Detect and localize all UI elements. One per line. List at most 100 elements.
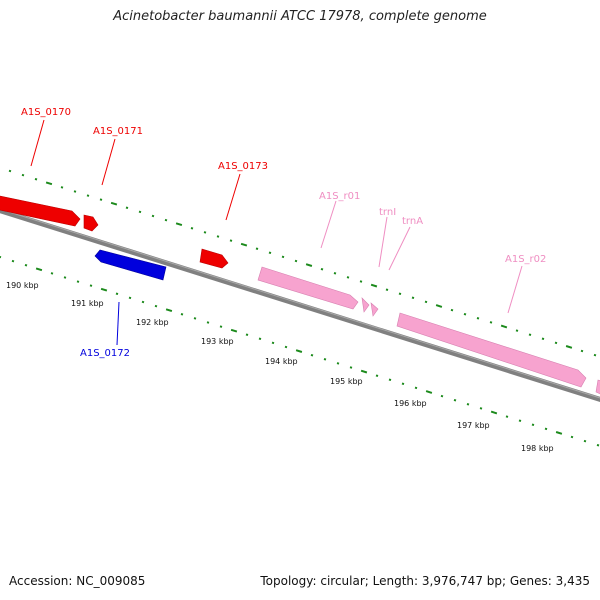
outer-tick-28 bbox=[370, 283, 378, 288]
scale-label-198: 198 kbp bbox=[521, 444, 554, 453]
feature-trnA[interactable] bbox=[370, 302, 379, 317]
outer-tick-41 bbox=[541, 337, 545, 341]
inner-tick-39 bbox=[505, 415, 509, 418]
outer-tick-0 bbox=[8, 169, 12, 173]
inner-tick-42 bbox=[544, 427, 548, 431]
inner-tick-16 bbox=[206, 321, 210, 324]
inner-tick-35 bbox=[453, 398, 457, 402]
outer-tick-5 bbox=[73, 190, 77, 193]
label-trnI: trnI bbox=[379, 207, 396, 218]
feature-A1S_r02[interactable] bbox=[396, 312, 587, 388]
outer-tick-18 bbox=[240, 242, 248, 247]
topology-info: Topology: circular; Length: 3,976,747 bp… bbox=[260, 574, 590, 588]
outer-tick-9 bbox=[125, 206, 129, 210]
inner-tick-11 bbox=[141, 300, 145, 304]
outer-tick-19 bbox=[255, 247, 259, 250]
label-A1S_r01: A1S_r01 bbox=[319, 191, 360, 202]
inner-tick-26 bbox=[336, 362, 340, 365]
outer-tick-20 bbox=[268, 251, 272, 255]
inner-tick-3 bbox=[35, 267, 43, 272]
inner-tick-track bbox=[0, 255, 600, 447]
outer-tick-34 bbox=[450, 308, 454, 312]
inner-tick-44 bbox=[570, 435, 574, 439]
scale-label-190: 190 kbp bbox=[6, 281, 39, 290]
inner-tick-6 bbox=[76, 280, 80, 283]
outer-tick-14 bbox=[190, 227, 194, 230]
inner-tick-21 bbox=[271, 341, 275, 345]
outer-tick-36 bbox=[476, 317, 480, 320]
inner-tick-43 bbox=[555, 431, 563, 435]
inner-tick-36 bbox=[466, 403, 470, 406]
outer-tick-39 bbox=[515, 329, 519, 332]
inner-tick-38 bbox=[490, 410, 498, 415]
leader-A1S_0170 bbox=[30, 119, 45, 167]
outer-tick-43 bbox=[565, 345, 573, 349]
leader-A1S_0173 bbox=[225, 173, 241, 221]
label-trnA: trnA bbox=[402, 216, 423, 227]
outer-tick-24 bbox=[320, 267, 324, 271]
outer-tick-12 bbox=[164, 218, 168, 222]
outer-tick-25 bbox=[333, 272, 337, 275]
inner-tick-25 bbox=[323, 358, 327, 361]
scale-label-191: 191 kbp bbox=[71, 299, 104, 308]
inner-tick-8 bbox=[100, 287, 108, 292]
outer-tick-29 bbox=[385, 288, 389, 291]
inner-tick-27 bbox=[349, 366, 353, 369]
inner-tick-2 bbox=[24, 263, 28, 267]
feature-A1S_r01[interactable] bbox=[257, 266, 359, 310]
genome-backbone bbox=[0, 207, 600, 403]
outer-tick-21 bbox=[281, 255, 285, 259]
inner-tick-19 bbox=[245, 333, 249, 336]
outer-tick-35 bbox=[463, 312, 467, 316]
outer-tick-38 bbox=[500, 324, 508, 329]
outer-tick-15 bbox=[203, 231, 207, 234]
outer-tick-6 bbox=[86, 194, 90, 197]
map-title: Acinetobacter baumannii ATCC 17978, comp… bbox=[113, 9, 487, 24]
outer-tick-1 bbox=[21, 173, 25, 177]
inner-tick-41 bbox=[531, 423, 535, 427]
feature-partial-right bbox=[595, 379, 600, 395]
inner-tick-7 bbox=[89, 284, 93, 287]
outer-tick-40 bbox=[528, 333, 532, 336]
scale-label-194: 194 kbp bbox=[265, 357, 298, 366]
inner-tick-22 bbox=[284, 345, 288, 349]
scale-label-197: 197 kbp bbox=[457, 421, 490, 430]
feature-trnI[interactable] bbox=[361, 297, 370, 313]
inner-tick-24 bbox=[310, 353, 314, 357]
inner-tick-15 bbox=[193, 317, 197, 320]
outer-tick-10 bbox=[138, 210, 142, 214]
outer-tick-44 bbox=[580, 349, 584, 353]
outer-tick-37 bbox=[489, 321, 493, 324]
leader-trnA bbox=[388, 226, 411, 271]
outer-tick-track bbox=[8, 169, 597, 357]
outer-tick-42 bbox=[554, 341, 558, 345]
feature-A1S_0173[interactable] bbox=[199, 248, 229, 269]
inner-tick-4 bbox=[50, 272, 54, 275]
leader-A1S_r01 bbox=[320, 200, 337, 249]
outer-tick-4 bbox=[60, 186, 64, 189]
feature-A1S_0171[interactable] bbox=[83, 214, 99, 232]
inner-tick-12 bbox=[154, 304, 158, 308]
outer-tick-17 bbox=[229, 239, 233, 242]
outer-tick-2 bbox=[34, 177, 38, 181]
outer-tick-31 bbox=[411, 296, 415, 300]
inner-tick-17 bbox=[219, 325, 223, 328]
feature-A1S_0172[interactable] bbox=[94, 249, 167, 281]
inner-tick-0 bbox=[0, 255, 2, 259]
scale-label-193: 193 kbp bbox=[201, 337, 234, 346]
inner-tick-5 bbox=[63, 276, 67, 279]
feature-A1S_0170[interactable] bbox=[0, 195, 81, 227]
leader-A1S_r02 bbox=[507, 265, 523, 314]
scale-label-192: 192 kbp bbox=[136, 318, 169, 327]
outer-tick-16 bbox=[216, 235, 220, 238]
inner-tick-37 bbox=[479, 407, 483, 410]
inner-tick-46 bbox=[596, 443, 600, 447]
label-A1S_r02: A1S_r02 bbox=[505, 254, 546, 265]
outer-tick-32 bbox=[424, 300, 428, 304]
outer-tick-33 bbox=[435, 304, 443, 308]
inner-tick-33 bbox=[425, 390, 433, 394]
inner-tick-9 bbox=[115, 292, 119, 296]
leader-trnI bbox=[378, 216, 388, 268]
inner-tick-18 bbox=[230, 328, 238, 333]
